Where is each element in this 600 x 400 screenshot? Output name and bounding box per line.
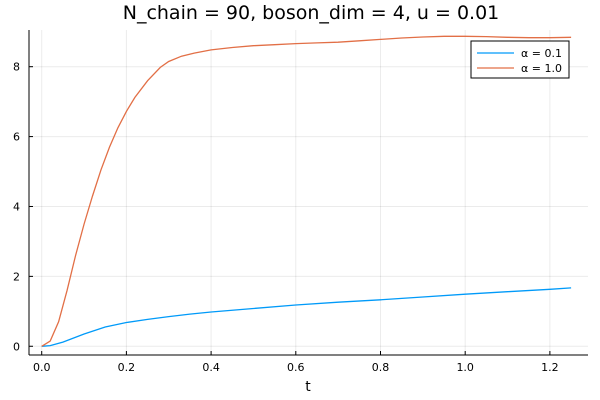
tick-labels: 0.0 0.2 0.4 0.6 0.8 1.0 1.2 0 2 4 6 8: [13, 61, 559, 374]
x-tick-label: 1.0: [456, 361, 474, 374]
x-axis-label: t: [305, 379, 311, 395]
x-tick-label: 0.8: [372, 361, 390, 374]
y-tick-label: 4: [13, 200, 20, 213]
legend-label-1: α = 0.1: [521, 47, 562, 60]
legend-box: [470, 40, 570, 79]
y-tick-label: 8: [13, 61, 20, 74]
y-tick-label: 0: [13, 340, 20, 353]
x-tick-label: 0.2: [118, 361, 136, 374]
series-layer: [41, 35, 572, 347]
series-line-1: [41, 287, 572, 347]
axes: [28, 30, 588, 356]
grid: [29, 30, 588, 355]
y-tick-label: 6: [13, 131, 20, 144]
series-line-2: [41, 35, 572, 347]
x-tick-label: 0.6: [287, 361, 305, 374]
x-tick-label: 0.0: [33, 361, 51, 374]
chart-title: N_chain = 90, boson_dim = 4, u = 0.01: [123, 2, 500, 24]
x-tick-label: 1.2: [541, 361, 559, 374]
y-tick-label: 2: [13, 270, 20, 283]
legend-label-2: α = 1.0: [521, 62, 562, 75]
legend: α = 0.1 α = 1.0: [470, 40, 570, 79]
x-tick-label: 0.4: [202, 361, 220, 374]
